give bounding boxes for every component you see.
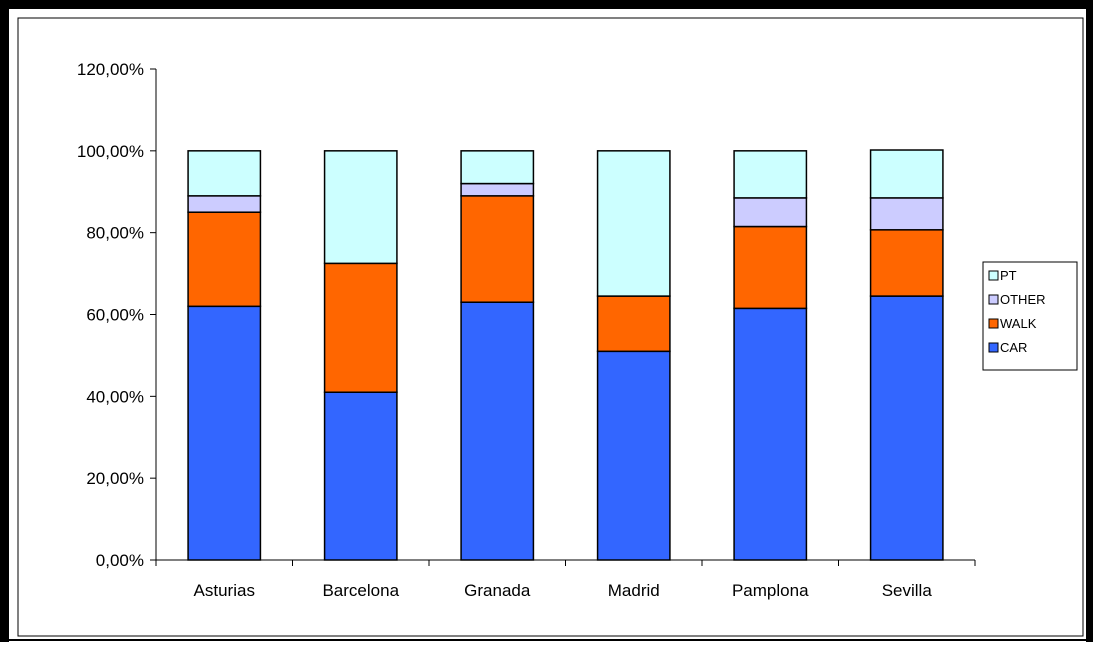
- y-tick-label: 80,00%: [86, 224, 144, 243]
- bar-segment-pt-madrid: [596, 150, 671, 297]
- y-tick-label: 60,00%: [86, 306, 144, 325]
- bar-segment-pt-barcelona: [323, 150, 398, 265]
- bar-segment-car-pamplona: [733, 307, 808, 561]
- bar-segment-car-asturias: [187, 305, 262, 561]
- bar-segment-other-sevilla: [869, 197, 944, 231]
- y-axis: 0,00% 20,00% 40,00% 60,00% 80,00% 100,00% 120,…: [77, 60, 157, 570]
- bar-segment-walk-asturias: [187, 211, 262, 308]
- bar-segment-pt-sevilla: [869, 149, 944, 199]
- bar-segment-car-granada: [460, 301, 535, 561]
- bars-group: [187, 149, 944, 561]
- bar-segment-pt-pamplona: [733, 150, 808, 199]
- legend-swatch-walk: [988, 318, 999, 329]
- legend-swatch-car: [988, 342, 999, 353]
- bar-segment-pt-asturias: [187, 150, 262, 197]
- legend-label-pt: PT: [1000, 268, 1017, 283]
- y-tick-label: 120,00%: [77, 60, 144, 79]
- x-axis: Asturias Barcelona Granada Madrid Pamplona Se…: [155, 559, 976, 600]
- y-tick-label: 0,00%: [96, 551, 144, 570]
- x-tick-label: Barcelona: [322, 581, 399, 600]
- x-tick-label: Pamplona: [732, 581, 809, 600]
- bar-segment-car-sevilla: [869, 295, 944, 561]
- bar-segment-pt-granada: [460, 150, 535, 185]
- x-tick-label: Granada: [464, 581, 531, 600]
- x-tick-label: Asturias: [194, 581, 255, 600]
- bar-segment-walk-sevilla: [869, 229, 944, 297]
- bar-segment-walk-pamplona: [733, 225, 808, 310]
- bar-segment-car-madrid: [596, 350, 671, 561]
- frame-left-bar: [0, 0, 9, 642]
- legend-box: [982, 261, 1078, 371]
- bar-segment-other-asturias: [187, 195, 262, 213]
- legend-label-car: CAR: [1000, 340, 1027, 355]
- bar-segment-walk-barcelona: [323, 262, 398, 393]
- frame-top-bar: [0, 0, 1093, 9]
- legend: PT OTHER WALK CAR: [982, 261, 1078, 371]
- bar-segment-other-pamplona: [733, 197, 808, 228]
- frame-right-bar: [1086, 0, 1093, 642]
- bar-segment-walk-madrid: [596, 295, 671, 353]
- legend-swatch-other: [988, 294, 999, 305]
- legend-label-walk: WALK: [1000, 316, 1037, 331]
- bar-segment-walk-granada: [460, 195, 535, 303]
- y-tick-label: 40,00%: [86, 387, 144, 406]
- bar-segment-car-barcelona: [323, 391, 398, 561]
- x-tick-label: Sevilla: [882, 581, 933, 600]
- y-tick-label: 100,00%: [77, 142, 144, 161]
- legend-swatch-pt: [988, 270, 999, 281]
- legend-label-other: OTHER: [1000, 292, 1046, 307]
- bar-segment-other-granada: [460, 182, 535, 197]
- y-tick-label: 20,00%: [86, 469, 144, 488]
- x-tick-label: Madrid: [608, 581, 660, 600]
